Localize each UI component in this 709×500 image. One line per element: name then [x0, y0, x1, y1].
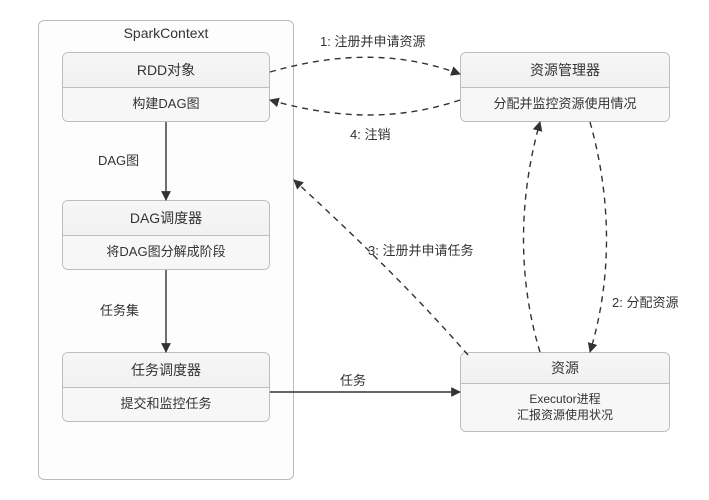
sparkcontext-title: SparkContext: [39, 25, 293, 41]
edge-exec-to-sc: [294, 180, 468, 355]
edge-label-rdd-to-resmgr: 1: 注册并申请资源: [320, 31, 425, 50]
node-task-head: 任务调度器: [63, 353, 269, 388]
edge-label-rdd-to-dag: DAG图: [98, 150, 139, 169]
node-dag-body: 将DAG图分解成阶段: [63, 236, 269, 269]
node-exec-head: 资源: [461, 353, 669, 384]
node-task-body: 提交和监控任务: [63, 388, 269, 421]
node-exec: 资源 Executor进程 汇报资源使用状况: [460, 352, 670, 432]
node-resmgr-body: 分配并监控资源使用情况: [461, 88, 669, 121]
node-resmgr: 资源管理器 分配并监控资源使用情况: [460, 52, 670, 122]
edge-label-dag-to-task: 任务集: [100, 300, 139, 319]
edge-rdd-to-resmgr: [270, 57, 460, 74]
node-rdd-body: 构建DAG图: [63, 88, 269, 121]
edge-label-resmgr-to-exec: 2: 分配资源: [612, 292, 678, 311]
node-resmgr-head: 资源管理器: [461, 53, 669, 88]
edge-resmgr-to-exec: [590, 122, 607, 352]
node-rdd-head: RDD对象: [63, 53, 269, 88]
edge-exec-to-resmgr: [524, 122, 541, 352]
edge-label-resmgr-to-rdd: 4: 注销: [350, 124, 390, 143]
node-rdd: RDD对象 构建DAG图: [62, 52, 270, 122]
node-dag-head: DAG调度器: [63, 201, 269, 236]
node-dag: DAG调度器 将DAG图分解成阶段: [62, 200, 270, 270]
node-task: 任务调度器 提交和监控任务: [62, 352, 270, 422]
node-exec-body: Executor进程 汇报资源使用状况: [461, 384, 669, 431]
diagram-canvas: { "type": "flowchart", "canvas": { "widt…: [0, 0, 709, 500]
edge-label-task-to-exec: 任务: [340, 370, 366, 389]
edge-resmgr-to-rdd: [270, 100, 460, 115]
edge-label-exec-to-sc: 3: 注册并申请任务: [368, 240, 473, 259]
